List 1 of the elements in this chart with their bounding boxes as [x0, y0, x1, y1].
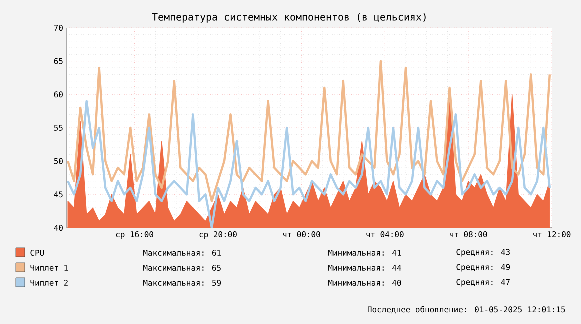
- chart-title: Температура системных компонентов (в цельсиях): [152, 13, 426, 23]
